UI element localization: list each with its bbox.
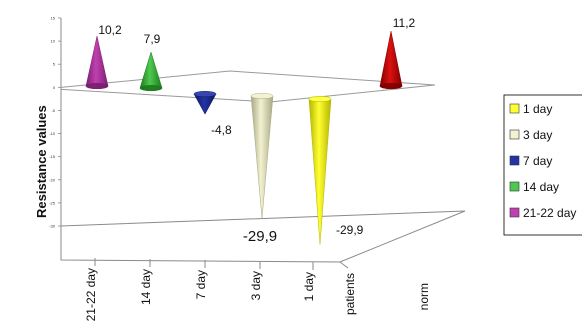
cone-base (139, 84, 163, 92)
depth-label-norm: norm (417, 283, 431, 310)
y-tick-label: -25 (49, 200, 56, 205)
y-tick-label: -10 (49, 131, 56, 136)
cone-norm (379, 31, 403, 90)
cone-21-22-day (85, 35, 109, 90)
category-labels: 21-22 day 14 day 7 day 3 day 1 day patients no… (84, 268, 431, 321)
category-label: 1 day (302, 272, 316, 301)
legend-label: 3 day (523, 128, 552, 142)
y-tick-label: 0 (53, 85, 56, 90)
category-label: 14 day (139, 269, 153, 305)
value-label: -4,8 (211, 123, 232, 137)
category-label: 21-22 day (84, 268, 98, 321)
value-label: 10,2 (98, 23, 122, 37)
value-label: 7,9 (144, 32, 161, 46)
legend-label: 1 day (523, 102, 552, 116)
value-label: -29,9 (243, 228, 277, 245)
y-tick-label: 10 (51, 39, 56, 44)
depth-label-patients: patients (343, 273, 357, 315)
y-tick-label: -15 (49, 154, 56, 159)
y-tick-label: 5 (53, 62, 56, 67)
value-label: -29,9 (336, 223, 364, 237)
legend-swatch (509, 155, 520, 166)
y-tick-label: -5 (51, 108, 55, 113)
cone-base (250, 92, 274, 100)
zero-plane (60, 70, 436, 103)
legend-label: 14 day (523, 180, 559, 194)
legend-swatch (509, 207, 520, 218)
floor-tick (339, 261, 349, 269)
chart-cones (85, 31, 403, 245)
legend: 1 day 3 day 7 day 14 day 21-22 day (503, 94, 582, 236)
value-labels: -29,9 -29,9 -4,8 7,9 10,2 11,2 (98, 16, 415, 245)
y-tick-label: -30 (49, 224, 56, 229)
cone-1-day (308, 98, 332, 245)
legend-label: 7 day (523, 154, 552, 168)
y-axis-title: Resistance values (34, 105, 49, 218)
category-label: 7 day (194, 270, 208, 299)
legend-swatch (509, 181, 520, 192)
value-label: 11,2 (393, 16, 416, 30)
cone-base (379, 82, 403, 90)
category-label: 3 day (249, 271, 263, 300)
y-axis-ticks: 15 10 5 0 -5 -10 -15 -20 -25 -30 (49, 16, 61, 229)
cone-base (85, 82, 109, 90)
cone-3-day (250, 95, 274, 219)
cone-base (193, 90, 217, 98)
y-tick-label: -20 (49, 177, 56, 182)
legend-swatch (509, 129, 520, 140)
legend-label: 21-22 day (523, 206, 576, 220)
y-tick-label: 15 (51, 16, 56, 21)
legend-swatch (509, 103, 520, 114)
cone-base (308, 95, 332, 103)
floor-edge (60, 210, 466, 263)
